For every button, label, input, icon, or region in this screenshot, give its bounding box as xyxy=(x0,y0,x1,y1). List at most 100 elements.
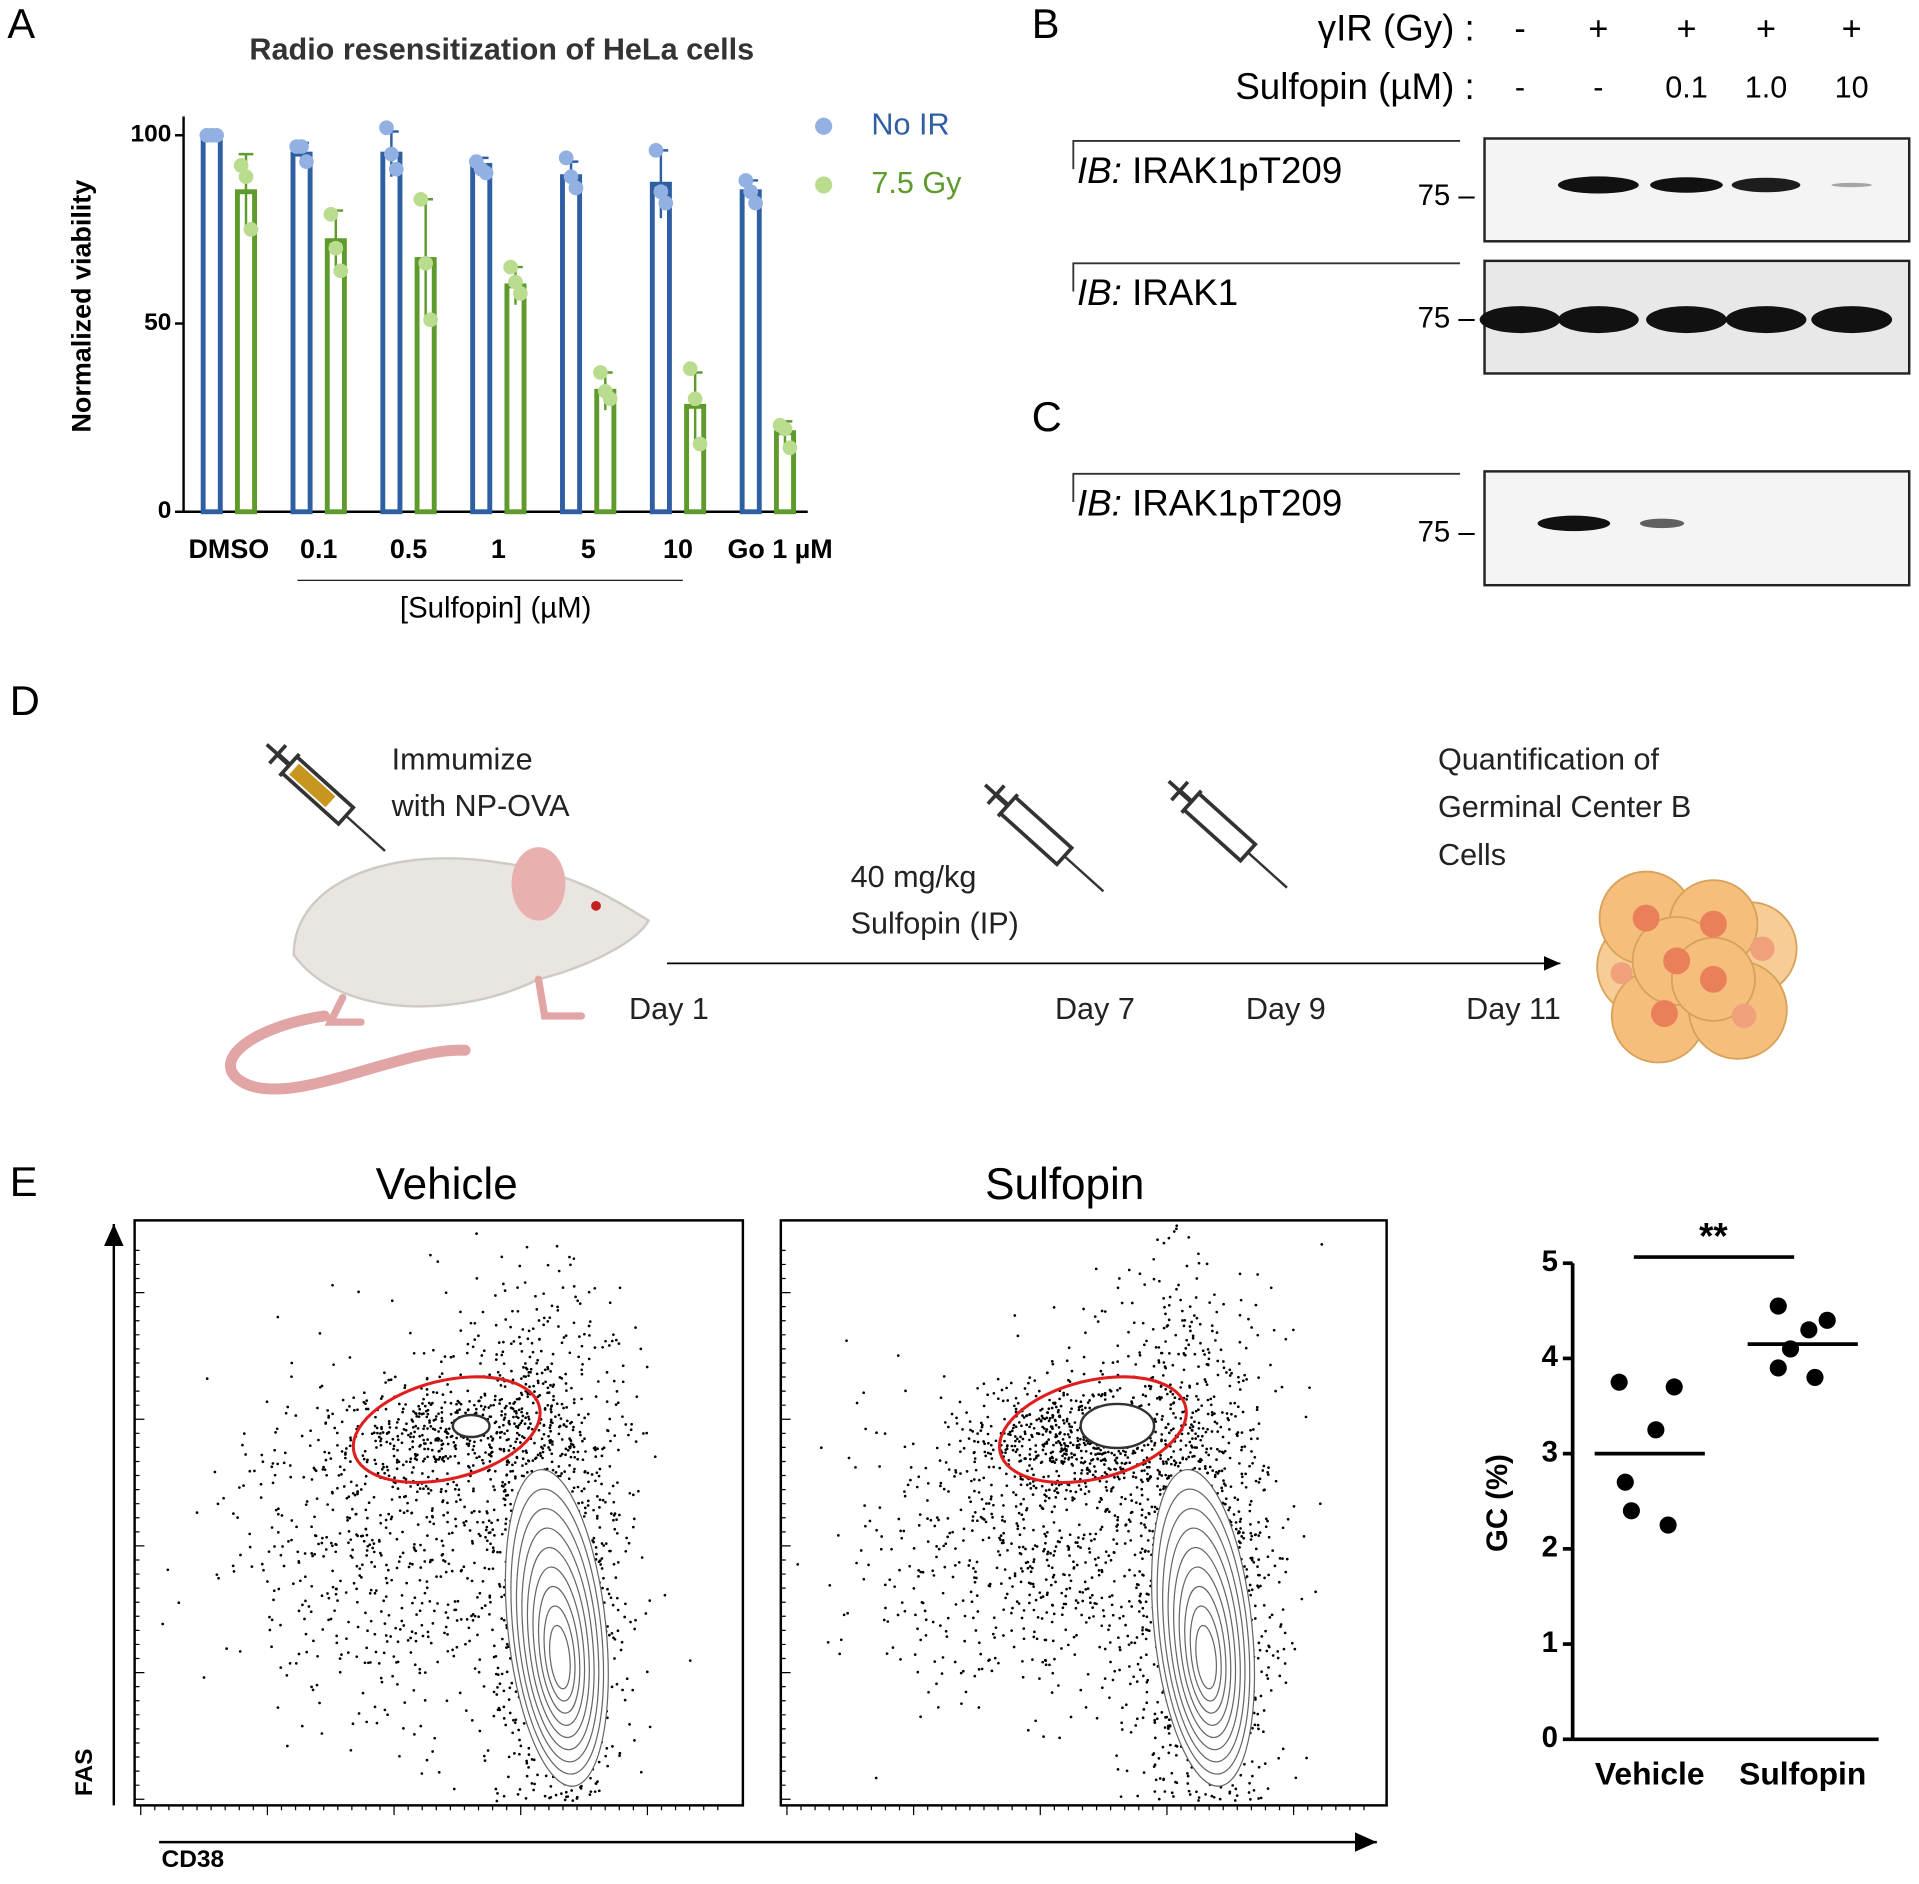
event xyxy=(583,1333,586,1336)
event xyxy=(434,1418,437,1421)
event xyxy=(394,1376,397,1379)
event xyxy=(997,1662,1000,1665)
event xyxy=(397,1487,400,1490)
event xyxy=(1116,1529,1119,1532)
event xyxy=(1055,1433,1058,1436)
event xyxy=(1205,1451,1208,1454)
event xyxy=(624,1699,627,1702)
event xyxy=(1199,1323,1202,1326)
event xyxy=(356,1491,359,1494)
event xyxy=(1258,1422,1261,1425)
event xyxy=(290,1539,293,1542)
event xyxy=(373,1496,376,1499)
event xyxy=(479,1535,482,1538)
event xyxy=(430,1489,433,1492)
event xyxy=(1017,1525,1020,1528)
event xyxy=(301,1725,304,1728)
event xyxy=(560,1417,563,1420)
event xyxy=(552,1399,555,1402)
event xyxy=(440,1488,443,1491)
event xyxy=(628,1542,631,1545)
event xyxy=(1054,1581,1057,1584)
event xyxy=(973,1490,976,1493)
event xyxy=(544,1408,547,1411)
event xyxy=(1060,1536,1063,1539)
event xyxy=(1188,1441,1191,1444)
event xyxy=(1016,1600,1019,1603)
event xyxy=(1267,1473,1270,1476)
event xyxy=(567,1449,570,1452)
event xyxy=(396,1449,399,1452)
event xyxy=(1169,1407,1172,1410)
event xyxy=(1222,1360,1225,1363)
event xyxy=(365,1554,368,1557)
event xyxy=(437,1430,440,1433)
event xyxy=(444,1455,447,1458)
event xyxy=(1164,1388,1167,1391)
event xyxy=(572,1429,575,1432)
event xyxy=(576,1299,579,1302)
event xyxy=(268,1616,271,1619)
event xyxy=(935,1682,938,1685)
event xyxy=(936,1447,939,1450)
event xyxy=(589,1793,592,1796)
event xyxy=(1303,1535,1306,1538)
event xyxy=(973,1460,976,1463)
event xyxy=(940,1482,943,1485)
event xyxy=(926,1499,929,1502)
event xyxy=(975,1629,978,1632)
event xyxy=(1141,1548,1144,1551)
replicate-point xyxy=(693,437,708,452)
event xyxy=(520,1377,523,1380)
event xyxy=(304,1600,307,1603)
event xyxy=(477,1334,480,1337)
event xyxy=(217,1577,220,1580)
event xyxy=(516,1286,519,1289)
event xyxy=(1209,1466,1212,1469)
event xyxy=(1085,1450,1088,1453)
event xyxy=(1081,1412,1084,1415)
gc-population xyxy=(453,1415,490,1437)
event xyxy=(1256,1408,1259,1411)
event xyxy=(1037,1454,1040,1457)
event xyxy=(545,1775,548,1778)
event xyxy=(454,1518,457,1521)
event xyxy=(924,1610,927,1613)
event xyxy=(401,1594,404,1597)
event xyxy=(1176,1781,1179,1784)
event xyxy=(1071,1370,1074,1373)
event xyxy=(886,1652,889,1655)
event xyxy=(239,1554,242,1557)
event xyxy=(573,1470,576,1473)
event xyxy=(438,1771,441,1774)
event xyxy=(1259,1585,1262,1588)
event xyxy=(1187,1775,1190,1778)
event xyxy=(1226,1412,1229,1415)
event xyxy=(424,1592,427,1595)
event xyxy=(1147,1498,1150,1501)
event xyxy=(1279,1557,1282,1560)
event xyxy=(1052,1640,1055,1643)
event xyxy=(482,1462,485,1465)
event xyxy=(577,1502,580,1505)
event xyxy=(1018,1602,1021,1605)
event xyxy=(1000,1534,1003,1537)
event xyxy=(1158,1798,1161,1801)
event xyxy=(279,1666,282,1669)
event xyxy=(521,1415,524,1418)
event xyxy=(463,1506,466,1509)
event xyxy=(1040,1419,1043,1422)
x-tick-label: DMSO xyxy=(189,534,270,564)
event xyxy=(379,1552,382,1555)
event xyxy=(1243,1374,1246,1377)
event xyxy=(274,1474,277,1477)
event xyxy=(609,1301,612,1304)
day-label: Day 1 xyxy=(629,992,709,1026)
event xyxy=(373,1565,376,1568)
event xyxy=(503,1432,506,1435)
event xyxy=(1116,1542,1119,1545)
event xyxy=(442,1514,445,1517)
event xyxy=(1257,1521,1260,1524)
event xyxy=(639,1348,642,1351)
event xyxy=(524,1281,527,1284)
